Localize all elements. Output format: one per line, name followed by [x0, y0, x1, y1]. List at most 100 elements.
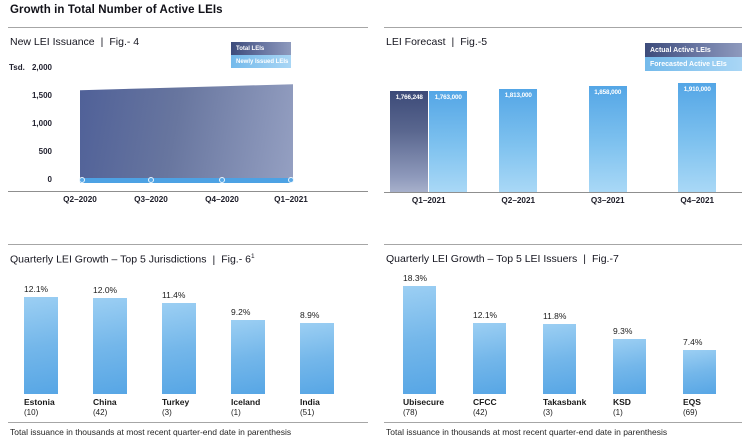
bar-value-label: 8.9%: [300, 309, 320, 320]
chart-footnote: Total issuance in thousands at most rece…: [386, 427, 668, 437]
line-marker: [79, 177, 85, 183]
legend: Actual Active LEIs Forecasted Active LEI…: [645, 43, 742, 71]
title-separator: |: [100, 36, 104, 48]
chart-title-text: Quarterly LEI Growth – Top 5 LEI Issuers: [386, 253, 578, 265]
chart-title: Quarterly LEI Growth – Top 5 LEI Issuers…: [386, 253, 619, 265]
fig-footnote-marker: 1: [250, 253, 255, 260]
x-tick-label: Q2–2021: [501, 196, 536, 205]
bar-category-label: CFCC: [473, 397, 497, 407]
bar-category-label: China: [93, 397, 117, 407]
fig-label: Fig.-7: [591, 253, 619, 265]
y-axis-unit: Tsd.: [9, 63, 25, 72]
bar-estonia: [24, 297, 58, 394]
bar-eqs: [683, 350, 716, 394]
bar-turkey: [162, 302, 196, 394]
chart-title: Quarterly LEI Growth – Top 5 Jurisdictio…: [10, 253, 255, 266]
x-axis-line: [8, 191, 368, 192]
bar-actual-q1-2021: 1,766,248: [390, 91, 429, 192]
bar-category-label: Iceland: [231, 397, 261, 407]
bar-category-label: Takasbank: [543, 397, 587, 407]
y-tick: 500: [38, 147, 52, 156]
y-tick: 1,500: [31, 91, 52, 100]
bar-count-label: (78): [403, 408, 418, 417]
bar-china: [93, 297, 127, 394]
fig-label: Fig.- 6: [221, 253, 251, 266]
page-title: Growth in Total Number of Active LEIs: [10, 4, 223, 16]
divider-line: [384, 422, 742, 423]
x-axis-line: [384, 192, 742, 193]
bar-column-turkey: 11.4% Turkey (3): [162, 245, 228, 421]
x-tick-label: Q4–2021: [680, 196, 715, 205]
bar-value-label: 12.0%: [93, 284, 118, 295]
bar-column-ubisecure: 18.3% Ubisecure (78): [403, 245, 469, 421]
bar-column-china: 12.0% China (42): [93, 245, 159, 421]
fig-label: Fig.-5: [460, 36, 488, 48]
title-separator: |: [212, 253, 216, 266]
bar-count-label: (51): [300, 408, 315, 417]
bar-category-label: KSD: [613, 397, 631, 407]
bar-group-q1-2021: 1,766,248 1,763,000: [384, 83, 474, 192]
bar-value-label: 1,763,000: [434, 94, 462, 102]
bar-value-label: 1,813,000: [504, 91, 532, 99]
legend-item-newly-issued-leis: Newly Issued LEIs: [231, 55, 291, 68]
legend: Total LEIs Newly Issued LEIs: [231, 42, 291, 68]
bar-value-label: 18.3%: [403, 273, 428, 283]
chart-title-text: New LEI Issuance: [10, 36, 95, 48]
bar-group-q2-2021: 1,813,000: [474, 83, 564, 192]
line-newly-issued-leis: [80, 178, 291, 183]
x-tick-label: Q1–2021: [274, 195, 308, 204]
bar-forecast-q3-2021: 1,858,000: [588, 86, 627, 192]
x-axis-labels: Q1–2021 Q2–2021 Q3–2021 Q4–2021: [384, 196, 742, 205]
bar-column-iceland: 9.2% Iceland (1): [231, 245, 297, 421]
legend-item-forecasted-active-leis: Forecasted Active LEIs: [645, 57, 742, 71]
bar-column-takasbank: 11.8% Takasbank (3): [543, 245, 609, 421]
bar-iceland: [231, 320, 265, 394]
bar-count-label: (42): [93, 408, 108, 417]
bar-forecast-q2-2021: 1,813,000: [499, 88, 538, 192]
bar-count-label: (10): [24, 408, 39, 417]
bar-count-label: (69): [683, 408, 698, 417]
plot-area: [79, 71, 294, 184]
x-tick-label: Q3–2021: [590, 196, 625, 205]
bar-category-label: India: [300, 397, 320, 407]
chart-top5-jurisdictions: Quarterly LEI Growth – Top 5 Jurisdictio…: [8, 244, 368, 441]
line-marker: [147, 177, 154, 183]
x-tick-label: Q1–2021: [411, 196, 446, 205]
bar-value-label: 7.4%: [683, 337, 703, 348]
bar-value-label: 9.2%: [231, 307, 251, 318]
plot-area: 1,766,248 1,763,000 1,813,000 1,858,000 …: [384, 83, 742, 192]
bar-value-label: 12.1%: [473, 309, 498, 320]
chart-title: New LEI Issuance | Fig.- 4: [10, 36, 139, 48]
bar-takasbank: [543, 324, 576, 394]
bar-group-q3-2021: 1,858,000: [563, 83, 653, 192]
bar-value-label: 1,766,248: [395, 94, 423, 102]
bar-column-india: 8.9% India (51): [300, 245, 366, 421]
chart-title-text: Quarterly LEI Growth – Top 5 Jurisdictio…: [10, 253, 207, 266]
bar-value-label: 1,858,000: [594, 89, 622, 96]
chart-top5-lei-issuers: Quarterly LEI Growth – Top 5 LEI Issuers…: [384, 244, 742, 441]
legend-item-actual-active-leis: Actual Active LEIs: [645, 43, 742, 57]
bar-value-label: 11.4%: [162, 289, 186, 300]
chart-lei-forecast: LEI Forecast | Fig.-5 Actual Active LEIs F…: [384, 27, 742, 217]
bar-category-label: Ubisecure: [403, 397, 445, 407]
bar-count-label: (1): [613, 408, 623, 417]
fig-label: Fig.- 4: [109, 36, 140, 48]
bar-category-label: EQS: [683, 397, 701, 407]
chart-title: LEI Forecast | Fig.-5: [386, 36, 487, 48]
title-separator: |: [583, 253, 586, 265]
bar-group-q4-2021: 1,910,000: [653, 83, 743, 192]
bar-column-cfcc: 12.1% CFCC (42): [473, 245, 539, 421]
x-tick-label: Q4–2020: [205, 195, 239, 204]
y-tick: 2,000: [31, 63, 52, 72]
area-total-leis: [80, 84, 293, 182]
legend-item-total-leis: Total LEIs: [231, 42, 291, 55]
bar-cfcc: [473, 322, 506, 394]
bar-ksd: [613, 339, 646, 394]
title-separator: |: [451, 36, 455, 48]
bar-value-label: 12.1%: [24, 284, 49, 294]
bar-category-label: Turkey: [162, 397, 190, 407]
bar-india: [300, 322, 334, 394]
bar-column-ksd: 9.3% KSD (1): [613, 245, 679, 421]
x-tick-label: Q2–2020: [63, 195, 97, 204]
